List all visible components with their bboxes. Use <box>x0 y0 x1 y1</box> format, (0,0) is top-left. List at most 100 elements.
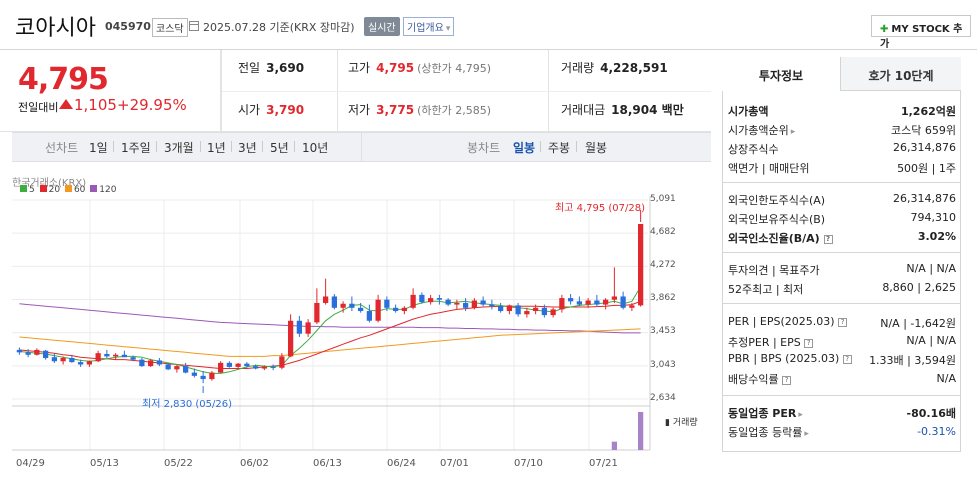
tab-separator <box>113 141 114 152</box>
foreign-limit-label: 외국인한도주식수(A) <box>728 194 826 207</box>
candle-body <box>244 363 250 367</box>
help-icon[interactable]: ? <box>838 317 848 327</box>
foreign-hold-value: 794,310 <box>910 211 957 224</box>
divider <box>361 133 362 161</box>
candle-body <box>375 299 381 321</box>
foreign-limit-value: 26,314,876 <box>893 192 956 205</box>
tab-hoga-10[interactable]: 호가 10단계 <box>841 57 961 91</box>
tab-3year[interactable]: 3년 <box>238 141 257 155</box>
chevron-down-icon: ▾ <box>445 24 451 34</box>
help-icon[interactable]: ? <box>842 354 852 364</box>
candle-body <box>419 294 425 303</box>
tab-1week[interactable]: 1주일 <box>121 141 151 155</box>
candle-body <box>34 349 40 355</box>
help-icon[interactable]: ? <box>823 234 833 244</box>
industry-per-link[interactable]: 동일업종 PER ▸ <box>728 405 803 421</box>
add-my-stock-label: MY STOCK 추가 <box>880 24 963 50</box>
industry-rate-value: -0.31% <box>917 425 956 438</box>
company-name: 코아시아 <box>15 16 96 41</box>
prev-close-label: 전일 <box>238 61 261 75</box>
per-label: PER | EPS(2025.03) <box>728 315 835 328</box>
tab-daily[interactable]: 일봉 <box>513 141 536 155</box>
cap-rank-label: 시가총액순위 <box>728 124 789 137</box>
candle-body <box>401 307 407 312</box>
add-my-stock-button[interactable]: ✚ MY STOCK 추가 <box>871 15 971 50</box>
x-tick: 06/02 <box>240 458 269 469</box>
x-tick: 07/21 <box>589 458 618 469</box>
volume-legend-text: 거래량 <box>672 418 698 428</box>
candle-body <box>454 302 460 305</box>
candlestick-chart[interactable] <box>12 196 712 458</box>
candle-body <box>384 299 390 308</box>
tab-1year[interactable]: 1년 <box>207 141 226 155</box>
x-tick: 05/13 <box>90 458 119 469</box>
high-value: 4,795 <box>376 61 415 75</box>
divider <box>723 395 960 396</box>
volume-bar <box>611 441 617 450</box>
candle-body <box>533 307 539 312</box>
stock-header <box>0 0 977 50</box>
high-annotation: 최고 4,795 (07/28) <box>555 203 646 214</box>
realtime-button[interactable]: 실시간 <box>364 17 400 36</box>
y-tick: 4,272 <box>650 260 676 270</box>
chevron-right-icon: ▸ <box>798 410 803 420</box>
ma60-swatch <box>64 185 72 192</box>
tab-10year[interactable]: 10년 <box>302 141 329 155</box>
divider <box>548 50 549 131</box>
candle-body <box>305 322 311 334</box>
high-price: 고가 4,795 (상한가 4,795) <box>348 59 491 76</box>
y-tick: 3,453 <box>650 326 676 336</box>
foreign-hold-label: 외국인보유주식수(B) <box>728 213 826 226</box>
candle-body <box>524 311 530 315</box>
divider <box>723 182 960 183</box>
tab-separator <box>576 141 577 152</box>
candle-body <box>121 354 127 358</box>
candle-body <box>174 366 180 370</box>
x-tick: 06/24 <box>387 458 416 469</box>
open-label: 시가 <box>238 103 261 117</box>
tab-5year[interactable]: 5년 <box>270 141 289 155</box>
cap-rank-link[interactable]: 시가총액순위 ▸ <box>728 122 795 138</box>
help-icon[interactable]: ? <box>804 338 814 348</box>
candle-body <box>235 363 241 367</box>
candle-body <box>296 320 302 334</box>
w52-label: 52주최고 | 최저 <box>728 283 804 296</box>
y-tick: 3,043 <box>650 360 676 370</box>
industry-rate-label: 동일업종 등락률 <box>728 426 803 439</box>
ma60-line <box>19 328 641 357</box>
volume-label: ▮ 거래량 <box>665 418 698 428</box>
y-tick: 4,682 <box>650 227 676 237</box>
divider <box>723 252 960 253</box>
candle-body <box>165 364 171 370</box>
est-per-label: 추정PER | EPS <box>728 336 801 349</box>
corp-info-label: 기업개요 <box>407 23 444 34</box>
div-row: 배당수익률 ? <box>728 371 792 387</box>
tab-3month[interactable]: 3개월 <box>164 141 194 155</box>
tab-invest-info[interactable]: 투자정보 <box>722 57 841 91</box>
candle-body <box>95 353 101 362</box>
candle-body <box>366 311 372 321</box>
candle-body <box>16 349 22 353</box>
ma120-swatch <box>90 185 98 192</box>
help-icon[interactable]: ? <box>782 375 792 385</box>
cap-rank-value: 코스닥 659위 <box>891 124 956 137</box>
tab-monthly[interactable]: 월봉 <box>585 141 608 155</box>
industry-rate-link[interactable]: 동일업종 등락률 ▸ <box>728 424 809 440</box>
candle-body <box>43 350 49 359</box>
foreign-ratio-label: 외국인소진율(B/A) <box>728 232 820 245</box>
prev-close-value: 3,690 <box>266 61 305 75</box>
corp-info-dropdown[interactable]: 기업개요 ▾ <box>403 17 455 36</box>
tab-weekly[interactable]: 주봉 <box>548 141 571 155</box>
candle-body <box>51 357 57 362</box>
chevron-right-icon: ▸ <box>804 429 809 439</box>
candle-body <box>191 372 197 376</box>
candle-body <box>86 361 92 365</box>
candle-body <box>550 309 556 316</box>
upper-limit: (상한가 4,795) <box>417 62 491 75</box>
market-cap-label: 시가총액 <box>728 105 769 118</box>
candle-body <box>104 353 110 357</box>
candle-body <box>130 357 136 360</box>
candle-body <box>585 300 591 305</box>
tab-1day[interactable]: 1일 <box>89 141 108 155</box>
ma20-swatch <box>39 185 47 192</box>
